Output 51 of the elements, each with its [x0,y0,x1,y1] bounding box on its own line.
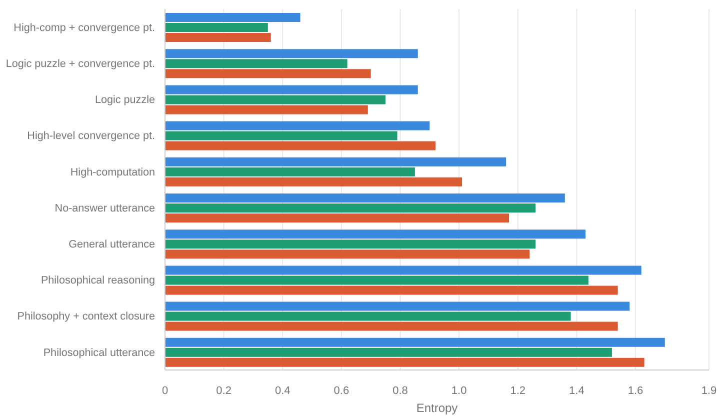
y-tick-label: No-answer utterance [54,202,155,214]
y-tick-label: Logic puzzle [94,94,155,106]
x-tick-label: 0.2 [216,384,232,397]
bar [165,49,418,58]
bar [165,348,612,357]
x-tick-label: 1.2 [510,384,526,397]
bar [165,204,536,212]
bar [165,230,586,239]
y-tick-label: High-computation [70,166,155,178]
x-tick-label: 0.4 [274,384,290,397]
bar [165,302,630,311]
y-tick-label: Philosophy + context closure [17,310,155,323]
bar [165,312,571,321]
bar [165,157,506,166]
bar [165,177,462,186]
bar [165,141,436,150]
bar [165,23,268,32]
bar [165,59,348,68]
bar [165,33,271,42]
bar [165,214,510,222]
bar [165,250,530,259]
bar [165,286,618,295]
bar [165,85,418,94]
y-tick-label: High-level convergence pt. [27,130,155,142]
x-tick-label: 1.6 [628,384,644,397]
bar [165,167,415,176]
bar [165,13,300,22]
bar [165,131,398,140]
x-axis-title: Entropy [416,401,458,415]
x-tick-label: 1.4 [569,384,584,397]
x-tick-label: 0.6 [334,384,350,397]
bar [165,69,371,78]
x-tick-label: 1.0 [451,384,467,397]
x-tick-label: 1.9 [701,384,717,397]
bar [165,95,386,104]
x-tick-label: 0.8 [392,384,408,397]
y-tick-label: Philosophical utterance [43,346,155,359]
bar [165,105,368,114]
bar [165,240,536,249]
y-tick-label: Philosophical reasoning [40,274,155,287]
bar [165,194,565,202]
bar [165,276,588,285]
bar [165,266,642,275]
bar [165,121,430,130]
y-tick-label: General utterance [68,238,155,250]
y-tick-label: Logic puzzle + convergence pt. [6,58,155,70]
y-tick-label: High-comp + convergence pt. [14,22,155,34]
bar [165,358,644,367]
bar [165,322,618,331]
bar [165,338,665,347]
x-tick-label: 0 [162,384,168,397]
